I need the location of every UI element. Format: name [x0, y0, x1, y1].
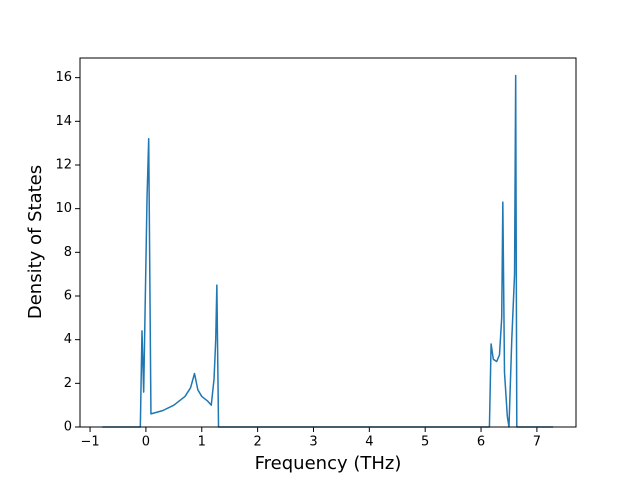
- x-tick-label: 2: [253, 435, 261, 450]
- plot-frame: [79, 57, 577, 428]
- line: [102, 74, 554, 428]
- x-tick-label: 3: [309, 435, 317, 450]
- x-tick-label: −1: [80, 435, 99, 450]
- x-axis-label: Frequency (THz): [255, 453, 402, 474]
- y-tick-label: 2: [64, 376, 72, 391]
- y-tick-label: 8: [64, 245, 72, 260]
- y-axis-label: Density of States: [25, 165, 46, 319]
- x-tick-label: 1: [198, 435, 206, 450]
- y-tick-label: 14: [55, 114, 72, 129]
- x-tick-label: 4: [365, 435, 373, 450]
- y-tick-label: 10: [55, 201, 72, 216]
- x-tick-label: 7: [533, 435, 541, 450]
- x-tick-label: 0: [142, 435, 150, 450]
- x-tick-label: 5: [421, 435, 429, 450]
- y-tick-label: 6: [64, 288, 72, 303]
- y-tick-label: 12: [55, 157, 72, 172]
- y-tick-label: 0: [64, 420, 72, 435]
- y-tick-label: 16: [55, 70, 72, 85]
- x-tick-label: 6: [477, 435, 485, 450]
- y-tick-label: 4: [64, 332, 72, 347]
